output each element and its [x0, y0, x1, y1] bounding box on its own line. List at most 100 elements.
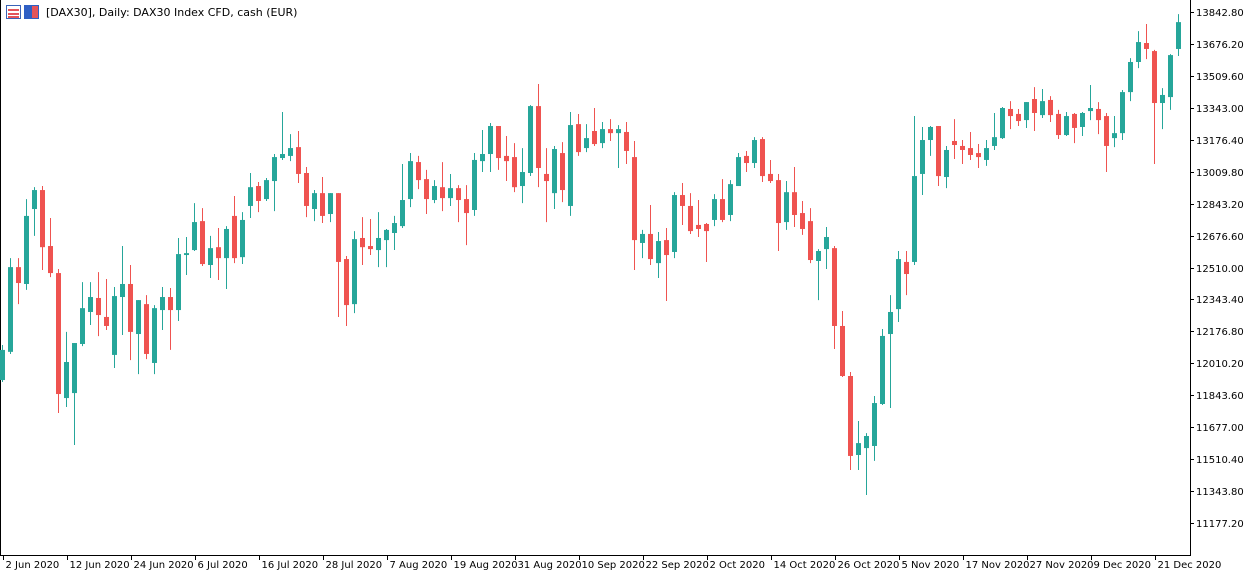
- bullish-candle[interactable]: [752, 137, 757, 169]
- bearish-candle[interactable]: [360, 217, 365, 266]
- bullish-candle[interactable]: [928, 126, 933, 156]
- bullish-candle[interactable]: [872, 395, 877, 461]
- bullish-candle[interactable]: [912, 116, 917, 266]
- bearish-candle[interactable]: [768, 159, 773, 183]
- bearish-candle[interactable]: [216, 228, 221, 280]
- bullish-candle[interactable]: [160, 287, 165, 330]
- bullish-candle[interactable]: [192, 203, 197, 252]
- bullish-candle[interactable]: [480, 130, 485, 173]
- bullish-candle[interactable]: [864, 433, 869, 496]
- bullish-candle[interactable]: [272, 154, 277, 212]
- bullish-candle[interactable]: [248, 172, 253, 219]
- bullish-candle[interactable]: [1128, 58, 1133, 102]
- bullish-candle[interactable]: [448, 173, 453, 206]
- bearish-candle[interactable]: [104, 279, 109, 330]
- bearish-candle[interactable]: [960, 140, 965, 164]
- bearish-candle[interactable]: [496, 126, 501, 170]
- bearish-candle[interactable]: [96, 272, 101, 337]
- price-axis[interactable]: 13842.80 13676.20 13509.60 13343.00 13176.40…: [1190, 8, 1244, 530]
- bearish-candle[interactable]: [144, 295, 149, 360]
- bullish-candle[interactable]: [392, 215, 397, 251]
- bullish-candle[interactable]: [288, 134, 293, 162]
- bullish-candle[interactable]: [712, 194, 717, 227]
- bearish-candle[interactable]: [200, 208, 205, 266]
- bearish-candle[interactable]: [840, 311, 845, 377]
- bearish-candle[interactable]: [664, 228, 669, 302]
- bullish-candle[interactable]: [736, 153, 741, 187]
- bullish-candle[interactable]: [528, 105, 533, 177]
- bearish-candle[interactable]: [904, 251, 909, 296]
- bullish-candle[interactable]: [1080, 112, 1085, 136]
- bearish-candle[interactable]: [1096, 102, 1101, 135]
- bullish-candle[interactable]: [616, 125, 621, 169]
- bearish-candle[interactable]: [368, 219, 373, 256]
- bearish-candle[interactable]: [1144, 24, 1149, 60]
- bullish-candle[interactable]: [280, 112, 285, 160]
- bearish-candle[interactable]: [848, 371, 853, 470]
- bearish-candle[interactable]: [424, 169, 429, 215]
- bearish-candle[interactable]: [968, 131, 973, 160]
- bearish-candle[interactable]: [304, 167, 309, 218]
- bearish-candle[interactable]: [576, 113, 581, 156]
- bearish-candle[interactable]: [1152, 49, 1157, 164]
- bullish-candle[interactable]: [552, 145, 557, 210]
- bullish-candle[interactable]: [208, 235, 213, 279]
- bearish-candle[interactable]: [760, 137, 765, 183]
- bearish-candle[interactable]: [624, 121, 629, 164]
- bullish-candle[interactable]: [520, 148, 525, 204]
- bearish-candle[interactable]: [336, 193, 341, 317]
- bullish-candle[interactable]: [816, 249, 821, 301]
- bullish-candle[interactable]: [224, 226, 229, 289]
- bearish-candle[interactable]: [696, 200, 701, 238]
- bullish-candle[interactable]: [656, 232, 661, 279]
- bullish-candle[interactable]: [432, 180, 437, 204]
- bullish-candle[interactable]: [352, 231, 357, 314]
- bullish-candle[interactable]: [920, 126, 925, 196]
- bearish-candle[interactable]: [976, 144, 981, 169]
- bullish-candle[interactable]: [600, 121, 605, 149]
- bullish-candle[interactable]: [568, 112, 573, 216]
- bullish-candle[interactable]: [408, 153, 413, 208]
- bearish-candle[interactable]: [1008, 101, 1013, 130]
- bullish-candle[interactable]: [240, 212, 245, 265]
- bullish-candle[interactable]: [176, 237, 181, 321]
- bearish-candle[interactable]: [632, 140, 637, 270]
- bullish-candle[interactable]: [1024, 102, 1029, 128]
- bullish-candle[interactable]: [1000, 107, 1005, 140]
- bearish-candle[interactable]: [1048, 96, 1053, 122]
- bullish-candle[interactable]: [992, 112, 997, 150]
- bearish-candle[interactable]: [744, 150, 749, 173]
- bullish-candle[interactable]: [1160, 88, 1165, 130]
- bearish-candle[interactable]: [1016, 108, 1021, 127]
- bearish-candle[interactable]: [704, 223, 709, 262]
- bearish-candle[interactable]: [560, 142, 565, 203]
- bullish-candle[interactable]: [64, 331, 69, 408]
- bearish-candle[interactable]: [648, 205, 653, 266]
- bearish-candle[interactable]: [680, 182, 685, 225]
- bullish-candle[interactable]: [72, 343, 77, 446]
- bullish-candle[interactable]: [888, 295, 893, 409]
- bullish-candle[interactable]: [184, 237, 189, 275]
- bearish-candle[interactable]: [1056, 109, 1061, 140]
- bearish-candle[interactable]: [440, 162, 445, 212]
- bullish-candle[interactable]: [1136, 31, 1141, 69]
- bearish-candle[interactable]: [16, 258, 21, 305]
- bullish-candle[interactable]: [784, 181, 789, 230]
- bullish-candle[interactable]: [152, 305, 157, 375]
- bullish-candle[interactable]: [136, 300, 141, 375]
- bearish-candle[interactable]: [416, 155, 421, 190]
- bearish-candle[interactable]: [48, 218, 53, 278]
- bearish-candle[interactable]: [1032, 87, 1037, 132]
- bearish-candle[interactable]: [720, 179, 725, 223]
- bearish-candle[interactable]: [536, 84, 541, 188]
- bullish-candle[interactable]: [32, 187, 37, 236]
- bearish-candle[interactable]: [40, 186, 45, 270]
- bullish-candle[interactable]: [1120, 89, 1125, 141]
- bullish-candle[interactable]: [0, 344, 5, 382]
- bearish-candle[interactable]: [456, 185, 461, 223]
- bearish-candle[interactable]: [592, 108, 597, 146]
- bearish-candle[interactable]: [512, 143, 517, 193]
- bearish-candle[interactable]: [1104, 112, 1109, 173]
- time-axis[interactable]: 2 Jun 2020 12 Jun 2020 24 Jun 2020 6 Jul 20…: [3, 555, 1222, 571]
